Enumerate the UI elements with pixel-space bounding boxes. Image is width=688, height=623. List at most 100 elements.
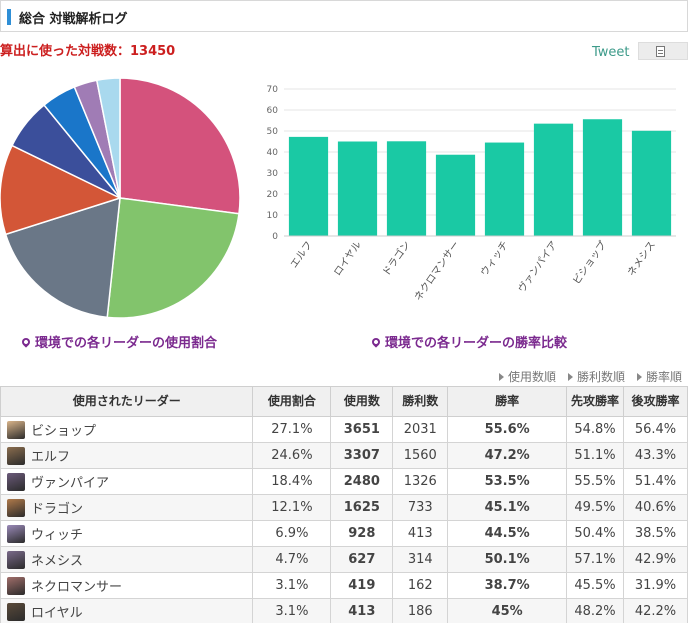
pie-caption-text: 環境での各リーダーの使用割合 bbox=[35, 336, 218, 351]
wins-cell: 162 bbox=[392, 572, 449, 599]
leader-name: ドラゴン bbox=[31, 502, 84, 517]
table-row: ビショップ 27.1% 3651 2031 55.6% 54.8% 56.4% bbox=[0, 416, 688, 443]
leader-name: ビショップ bbox=[31, 424, 97, 439]
page-title: 総合 対戦解析ログ bbox=[19, 12, 128, 27]
pie-slice-8 bbox=[95, 78, 121, 199]
share-cell: 27.1% bbox=[252, 416, 332, 443]
winrate-cell: 53.5% bbox=[447, 468, 568, 495]
y-tick-label: 20 bbox=[267, 190, 279, 200]
y-tick-label: 40 bbox=[267, 148, 279, 158]
uses-cell: 3651 bbox=[330, 416, 394, 443]
wins-cell: 733 bbox=[392, 494, 449, 521]
second-winrate-cell: 42.9% bbox=[623, 546, 688, 573]
leader-share-pie-chart bbox=[0, 78, 241, 319]
bar-6 bbox=[533, 123, 574, 236]
bar-5 bbox=[484, 142, 525, 236]
y-tick-label: 30 bbox=[267, 169, 279, 179]
wins-cell: 413 bbox=[392, 520, 449, 547]
leader-avatar bbox=[7, 602, 25, 621]
sort-by-uses-link[interactable]: 使用数順 bbox=[498, 368, 556, 385]
table-header-row: 使用されたリーダー 使用割合 使用数 勝利数 勝率 先攻勝率 後攻勝率 bbox=[0, 386, 688, 417]
header-uses: 使用数 bbox=[330, 386, 394, 417]
leader-name: ロイヤル bbox=[31, 606, 83, 621]
leader-cell: ヴァンパイア bbox=[0, 468, 254, 495]
leader-name: ネクロマンサー bbox=[31, 580, 123, 595]
wins-cell: 314 bbox=[392, 546, 449, 573]
second-winrate-cell: 56.4% bbox=[623, 416, 688, 443]
table-row: ネクロマンサー 3.1% 419 162 38.7% 45.5% 31.9% bbox=[0, 572, 688, 599]
y-tick-label: 70 bbox=[267, 85, 279, 95]
uses-cell: 1625 bbox=[330, 494, 394, 521]
sort-by-winrate-label: 勝率順 bbox=[645, 370, 682, 384]
winrate-cell: 44.5% bbox=[447, 520, 568, 547]
wins-cell: 2031 bbox=[392, 416, 449, 443]
wins-cell: 1560 bbox=[392, 442, 449, 469]
winrate-cell: 45% bbox=[447, 598, 568, 623]
uses-cell: 928 bbox=[330, 520, 394, 547]
share-cell: 3.1% bbox=[252, 572, 332, 599]
table-row: ロイヤル 3.1% 413 186 45% 48.2% 42.2% bbox=[0, 598, 688, 623]
x-tick-label: ビショップ bbox=[570, 239, 609, 287]
bar-7 bbox=[582, 119, 623, 236]
leader-avatar bbox=[7, 524, 25, 543]
pie-slice-1 bbox=[119, 78, 241, 215]
leader-winrate-bar-chart: 0 10 20 30 40 50 60 70 エルフ ロイヤル ドラゴン ネクロマンサー ウィッチ ヴァン… bbox=[267, 85, 676, 303]
leader-avatar bbox=[7, 446, 25, 465]
header-leader: 使用されたリーダー bbox=[0, 386, 254, 417]
header-wins: 勝利数 bbox=[392, 386, 449, 417]
share-cell: 24.6% bbox=[252, 442, 332, 469]
wins-cell: 1326 bbox=[392, 468, 449, 495]
bar-8 bbox=[631, 130, 672, 236]
pie-chart-caption: 環境での各リーダーの使用割合 bbox=[20, 332, 218, 351]
uses-cell: 2480 bbox=[330, 468, 394, 495]
first-winrate-cell: 55.5% bbox=[566, 468, 624, 495]
leader-cell: ウィッチ bbox=[0, 520, 254, 547]
leader-name: ヴァンパイア bbox=[31, 476, 110, 491]
leader-avatar bbox=[7, 472, 25, 491]
share-cell: 3.1% bbox=[252, 598, 332, 623]
table-row: ヴァンパイア 18.4% 2480 1326 53.5% 55.5% 51.4% bbox=[0, 468, 688, 495]
leader-avatar bbox=[7, 550, 25, 569]
leader-cell: エルフ bbox=[0, 442, 254, 469]
first-winrate-cell: 54.8% bbox=[566, 416, 624, 443]
tweet-link[interactable]: Tweet bbox=[592, 45, 630, 60]
first-winrate-cell: 45.5% bbox=[566, 572, 624, 599]
leader-cell: ネクロマンサー bbox=[0, 572, 254, 599]
winrate-cell: 45.1% bbox=[447, 494, 568, 521]
sort-by-wins-link[interactable]: 勝利数順 bbox=[567, 368, 625, 385]
x-tick-label: ドラゴン bbox=[379, 238, 413, 278]
sort-by-winrate-link[interactable]: 勝率順 bbox=[636, 368, 682, 385]
second-winrate-cell: 43.3% bbox=[623, 442, 688, 469]
sort-by-wins-label: 勝利数順 bbox=[576, 370, 625, 384]
first-winrate-cell: 51.1% bbox=[566, 442, 624, 469]
header-first-winrate: 先攻勝率 bbox=[566, 386, 624, 417]
second-winrate-cell: 51.4% bbox=[623, 468, 688, 495]
pie-slice-4 bbox=[0, 144, 123, 236]
triangle-right-icon bbox=[636, 373, 642, 381]
triangle-right-icon bbox=[498, 373, 504, 381]
leader-cell: ネメシス bbox=[0, 546, 254, 573]
winrate-cell: 55.6% bbox=[447, 416, 568, 443]
share-cell: 18.4% bbox=[252, 468, 332, 495]
uses-cell: 419 bbox=[330, 572, 394, 599]
leader-avatar bbox=[7, 420, 25, 439]
sort-links: 使用数順 勝利数順 勝率順 bbox=[498, 368, 682, 385]
save-button[interactable] bbox=[638, 42, 688, 60]
battle-count: 算出に使った対戦数：13450 bbox=[0, 44, 176, 59]
table-row: エルフ 24.6% 3307 1560 47.2% 51.1% 43.3% bbox=[0, 442, 688, 469]
x-tick-label: ネメシス bbox=[625, 239, 658, 279]
winrate-cell: 38.7% bbox=[447, 572, 568, 599]
x-tick-label: エルフ bbox=[289, 239, 315, 270]
winrate-cell: 50.1% bbox=[447, 546, 568, 573]
table-row: ドラゴン 12.1% 1625 733 45.1% 49.5% 40.6% bbox=[0, 494, 688, 521]
header-second-winrate: 後攻勝率 bbox=[623, 386, 688, 417]
title-bar: 総合 対戦解析ログ bbox=[0, 0, 688, 32]
map-pin-icon bbox=[370, 336, 382, 348]
second-winrate-cell: 42.2% bbox=[623, 598, 688, 623]
second-winrate-cell: 31.9% bbox=[623, 572, 688, 599]
leader-avatar bbox=[7, 498, 25, 517]
triangle-right-icon bbox=[567, 373, 573, 381]
x-tick-label: ウィッチ bbox=[478, 239, 511, 279]
pie-slice-2 bbox=[106, 197, 240, 319]
leader-cell: ドラゴン bbox=[0, 494, 254, 521]
